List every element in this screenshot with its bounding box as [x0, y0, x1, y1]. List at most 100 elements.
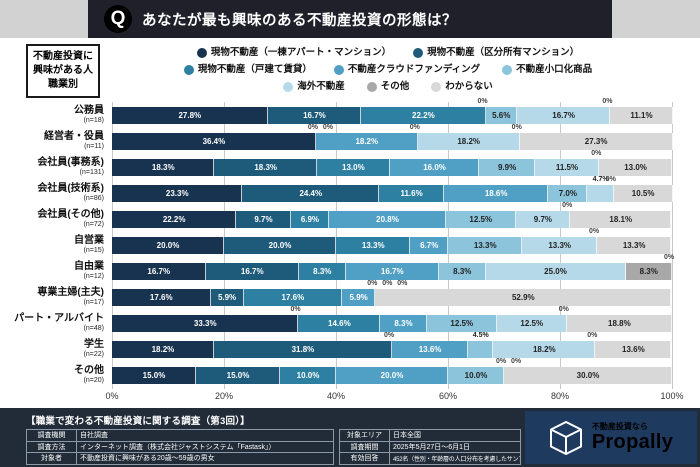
- zero-percent-label: 0%: [384, 332, 395, 339]
- stacked-bar: 33.3% 0% 14.6% 8.3% 12.5% 12.5% 0% 18.8%: [112, 306, 672, 332]
- row-sample-size: (n=22): [83, 350, 104, 358]
- legend-label: 不動産小口化商品: [516, 64, 593, 75]
- chart-row: 学生 (n=22) 18.2% 31.8% 0% 13.6% 4.5% 18.2% 0% 13.6…: [0, 332, 700, 362]
- zero-percent-label: 0%: [290, 306, 301, 313]
- bar-segment: 27.3%: [519, 132, 673, 150]
- bar-segment: 7.0%: [548, 184, 588, 202]
- row-sample-size: (n=15): [83, 246, 104, 254]
- x-axis: 0% 20% 40% 60% 80% 100%: [105, 391, 683, 403]
- survey-info-value: 日本全国: [393, 432, 421, 440]
- bar-segment: 8.3%: [625, 262, 672, 280]
- bar-segment: 20.0%: [112, 236, 224, 254]
- propally-logo: 不動産投資なら Propally: [525, 411, 697, 464]
- bar-segment: 25.0%: [485, 262, 626, 280]
- row-label: 学生 (n=22): [0, 339, 112, 358]
- legend-label: わからない: [445, 81, 493, 92]
- survey-info-label: 調査方法: [27, 441, 77, 452]
- row-sample-size: (n=11): [84, 142, 104, 150]
- survey-info-value: 452名（性別・年齢層の人口分布を考慮したサンプリング）: [393, 456, 520, 463]
- zero-percent-label: 0%: [588, 228, 600, 235]
- zero-percent-label: 0%: [562, 202, 573, 209]
- row-category-name: 自由業: [74, 261, 104, 273]
- bar-segment: 5.9%: [342, 288, 376, 306]
- bar-segment: 11.5%: [534, 158, 600, 176]
- header-corner-right: [612, 0, 700, 38]
- zero-percent-label: 0%: [558, 306, 569, 313]
- legend-dot-icon: [366, 82, 377, 92]
- bar-segment: 6.7%: [410, 236, 448, 254]
- bar-segment: 20.0%: [224, 236, 336, 254]
- bar-segment: 10.5%: [613, 184, 673, 202]
- legend-item: 現物不動産（区分所有マンション）: [413, 45, 579, 61]
- zero-percent-label: 0%: [511, 358, 522, 365]
- group-label-line: 不動産投資に: [33, 51, 93, 62]
- row-label: 経営者・役員 (n=11): [0, 131, 112, 150]
- stacked-bar: 18.2% 31.8% 0% 13.6% 4.5% 18.2% 0% 13.6%: [112, 332, 672, 358]
- bar-segment: 13.6%: [595, 340, 672, 358]
- bar-segment: 52.9%: [375, 288, 672, 306]
- zero-percent-label: 0%: [477, 98, 488, 105]
- plot-rows: 公務員 (n=18) 27.8% 16.7% 22.2% 0% 5.6% 16.7% 0% 11.…: [0, 98, 700, 388]
- header-corner-left: [0, 0, 88, 38]
- legend-area: 不動産投資に 興味がある人 職業別 現物不動産（一棟アパート・マンション） 現物不…: [26, 44, 676, 98]
- zero-percent-label: 0%: [397, 280, 408, 287]
- survey-info-label: 対象エリア: [340, 430, 390, 441]
- group-label-line: 興味がある人: [33, 65, 93, 76]
- bar-segment: 17.6%: [243, 288, 343, 306]
- legend-label: 不動産クラウドファンディング: [347, 64, 481, 75]
- row-sample-size: (n=12): [83, 272, 104, 280]
- bar-segment: 20.8%: [329, 210, 446, 228]
- row-label: 会社員(技術系) (n=86): [0, 183, 112, 202]
- stacked-bar: 18.3% 18.3% 13.0% 16.0% 9.9% 11.5% 0% 13.0%: [112, 150, 672, 176]
- survey-info-label: 調査機関: [27, 430, 77, 441]
- stacked-bar: 17.6% 5.9% 17.6% 5.9% 0% 0% 0% 52.9%: [112, 280, 672, 306]
- logo-tagline: 不動産投資なら: [591, 422, 648, 432]
- bar-segment: 18.3%: [214, 158, 317, 176]
- page-title: あなたが最も興味のある不動産投資の形態は？: [142, 12, 457, 29]
- bar-segment: 13.3%: [448, 236, 523, 254]
- chart-group-label: 不動産投資に 興味がある人 職業別: [26, 44, 100, 98]
- row-sample-size: (n=86): [83, 194, 104, 202]
- legend-row: 現物不動産（一棟アパート・マンション） 現物不動産（区分所有マンション）: [100, 45, 676, 61]
- row-category-name: その他: [74, 365, 104, 377]
- bar-segment: 5.6%: [485, 106, 517, 124]
- row-category-name: 経営者・役員: [44, 131, 104, 143]
- x-tick-label: 60%: [438, 391, 458, 401]
- bar-segment: 36.4%: [112, 132, 316, 150]
- chart-row: 経営者・役員 (n=11) 36.4% 0% 0% 18.2% 0% 18.2% 0% 27.3%: [0, 124, 700, 154]
- chart-row: 自営業 (n=15) 20.0% 20.0% 13.3% 6.7% 13.3% 13.3% 0%…: [0, 228, 700, 258]
- bar-segment: 8.3%: [299, 262, 346, 280]
- bar-segment: 12.5%: [445, 210, 516, 228]
- bar-segment: 18.2%: [315, 132, 418, 150]
- stacked-bar: 20.0% 20.0% 13.3% 6.7% 13.3% 13.3% 0% 13.3%: [112, 228, 672, 254]
- bar-segment: 22.2%: [361, 106, 486, 124]
- legend-item: 不動産小口化商品: [502, 62, 592, 78]
- bar-segment: 18.2%: [417, 132, 520, 150]
- legend-row: 現物不動産（戸建て賃貸） 不動産クラウドファンディング 不動産小口化商品: [100, 62, 676, 78]
- survey-info-row: 対象者 不動産投資に興味がある20歳～59歳の男女: [26, 452, 334, 465]
- bar-segment: 8.3%: [380, 314, 427, 332]
- bar-segment: 8.3%: [439, 262, 486, 280]
- bar-segment: 16.7%: [267, 106, 362, 124]
- chart-row: 公務員 (n=18) 27.8% 16.7% 22.2% 0% 5.6% 16.7% 0% 11.…: [0, 98, 700, 128]
- legend-dot-icon: [333, 65, 344, 75]
- zero-percent-label: 0%: [664, 254, 675, 261]
- x-tick-label: 100%: [660, 391, 684, 401]
- x-tick-label: 20%: [214, 391, 234, 401]
- bar-segment: 23.3%: [112, 184, 243, 202]
- zero-percent-label: 0%: [587, 332, 598, 339]
- bar-segment: 17.6%: [112, 288, 211, 306]
- zero-percent-label: 0%: [307, 124, 318, 131]
- bar-segment-label: 4.5%: [472, 331, 489, 339]
- bar-segment: 20.0%: [336, 366, 448, 384]
- row-label: 自由業 (n=12): [0, 261, 112, 280]
- survey-info-label: 有効回答: [340, 453, 390, 464]
- group-label-line: 職業別: [48, 79, 78, 90]
- survey-table-left: 調査機関 自社調査 調査方法 インターネット調査（株式会社ジャストシステム「Fasta…: [26, 429, 334, 465]
- chart-row: 会社員(事務系) (n=131) 18.3% 18.3% 13.0% 16.0% 9.9% 1…: [0, 150, 700, 180]
- row-sample-size: (n=72): [83, 220, 104, 228]
- row-label: 会社員(事務系) (n=131): [0, 157, 112, 176]
- row-category-name: 会社員(その他): [37, 209, 104, 221]
- row-category-name: 会社員(事務系): [37, 157, 104, 169]
